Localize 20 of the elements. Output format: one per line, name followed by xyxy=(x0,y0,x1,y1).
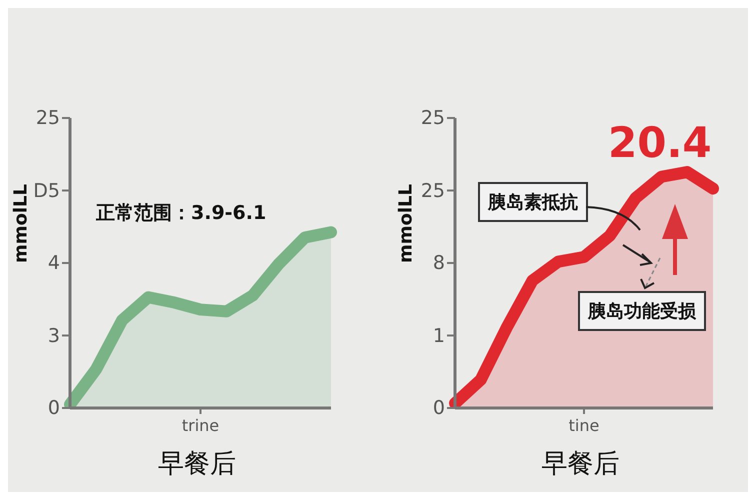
text: 3 xyxy=(46,324,60,348)
x-axis-title: 早餐后 xyxy=(157,448,237,481)
text: 0 xyxy=(46,396,60,420)
text: trine xyxy=(180,416,220,435)
text: D5 xyxy=(33,180,60,202)
annotation: 胰岛功能受损 xyxy=(578,291,706,331)
annotation: 胰岛素抵抗 xyxy=(478,182,588,222)
text: 0 xyxy=(432,396,445,420)
text: 正常范围：3.9-6.1 xyxy=(96,201,266,226)
text: 25 xyxy=(420,180,445,202)
text: 1 xyxy=(432,324,445,348)
text: tine xyxy=(568,416,600,435)
text: 4 xyxy=(48,252,60,274)
text: 20.4 xyxy=(608,118,712,167)
text: 25 xyxy=(34,106,60,130)
y-axis-title: mmolLL xyxy=(395,184,416,263)
text: 25 xyxy=(420,106,445,130)
text: 8 xyxy=(432,252,445,274)
y-axis-title: mmolLL xyxy=(10,184,32,263)
x-axis-title: 早餐后 xyxy=(540,448,620,481)
